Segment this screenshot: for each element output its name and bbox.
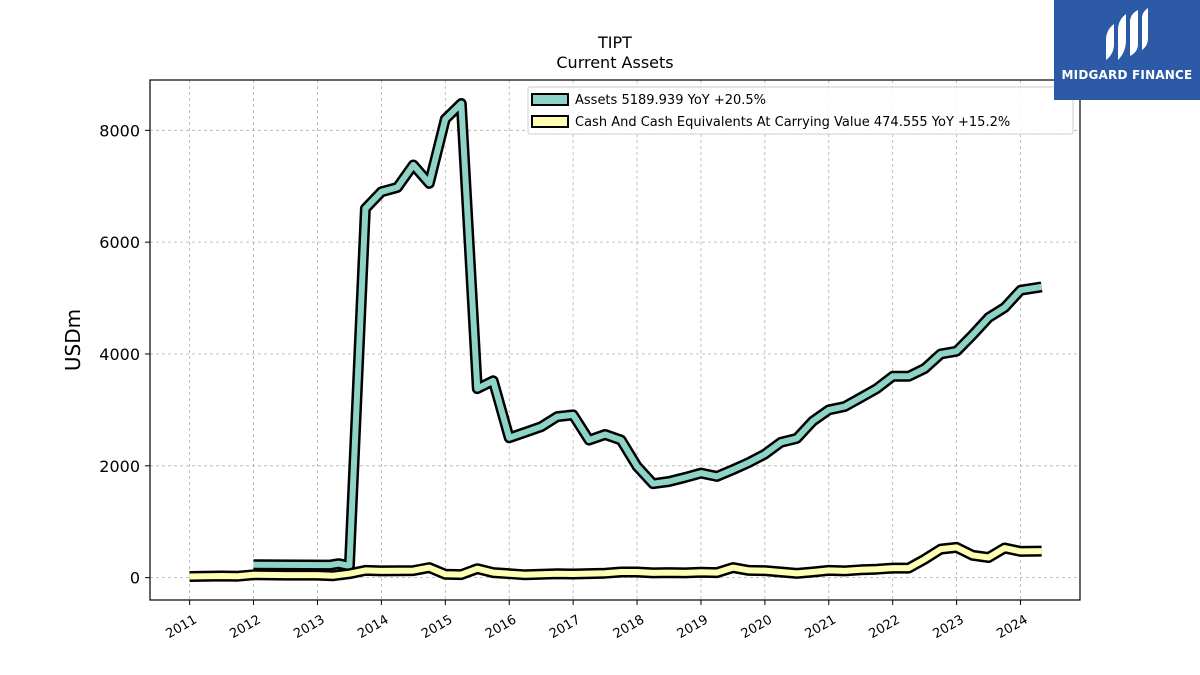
y-axis: 0 2000 4000 6000 8000 bbox=[99, 121, 150, 588]
series-layer bbox=[189, 98, 1043, 582]
x-tick-label: 2021 bbox=[803, 612, 839, 642]
series-line-1 bbox=[189, 544, 1042, 580]
plot-frame bbox=[149, 79, 1081, 601]
x-tick-label: 2020 bbox=[739, 612, 775, 642]
logo-text: MIDGARD FINANCE bbox=[1061, 68, 1193, 82]
x-tick-label: 2016 bbox=[483, 612, 519, 642]
logo-mark-icon bbox=[1106, 8, 1148, 60]
x-axis: 2011 2012 2013 2014 2015 2016 2017 2018 2019 2020… bbox=[163, 600, 1031, 642]
x-tick-label: 2019 bbox=[675, 612, 711, 642]
x-tick-label: 2017 bbox=[547, 612, 583, 642]
series-outline-0 bbox=[253, 98, 1043, 572]
x-tick-label: 2013 bbox=[291, 612, 327, 642]
y-tick-label: 0 bbox=[130, 569, 140, 588]
brand-logo: MIDGARD FINANCE bbox=[1054, 0, 1200, 100]
y-axis-label: USDm bbox=[61, 309, 85, 371]
legend-label-cash: Cash And Cash Equivalents At Carrying Va… bbox=[575, 115, 1010, 130]
x-tick-label: 2018 bbox=[611, 612, 647, 642]
chart-title: TIPT bbox=[597, 33, 632, 52]
legend-box bbox=[527, 86, 1074, 135]
chart-subtitle: Current Assets bbox=[556, 53, 673, 72]
x-tick-label: 2011 bbox=[163, 612, 199, 642]
x-tick-label: 2012 bbox=[227, 612, 263, 642]
legend-label-assets: Assets 5189.939 YoY +20.5% bbox=[575, 93, 766, 108]
x-tick-label: 2014 bbox=[355, 612, 391, 642]
x-tick-label: 2023 bbox=[930, 612, 966, 642]
y-tick-label: 8000 bbox=[99, 121, 140, 140]
y-tick-label: 6000 bbox=[99, 233, 140, 252]
grid bbox=[150, 80, 1080, 600]
y-tick-label: 2000 bbox=[99, 457, 140, 476]
legend-swatch-cash bbox=[531, 115, 569, 128]
legend-swatch-assets bbox=[531, 93, 569, 106]
series-line-0 bbox=[253, 100, 1043, 569]
legend: Assets 5189.939 YoY +20.5% Cash And Cash… bbox=[527, 86, 1074, 135]
x-tick-label: 2015 bbox=[419, 612, 455, 642]
y-tick-label: 4000 bbox=[99, 345, 140, 364]
x-tick-label: 2022 bbox=[867, 612, 903, 642]
x-tick-label: 2024 bbox=[994, 612, 1030, 642]
